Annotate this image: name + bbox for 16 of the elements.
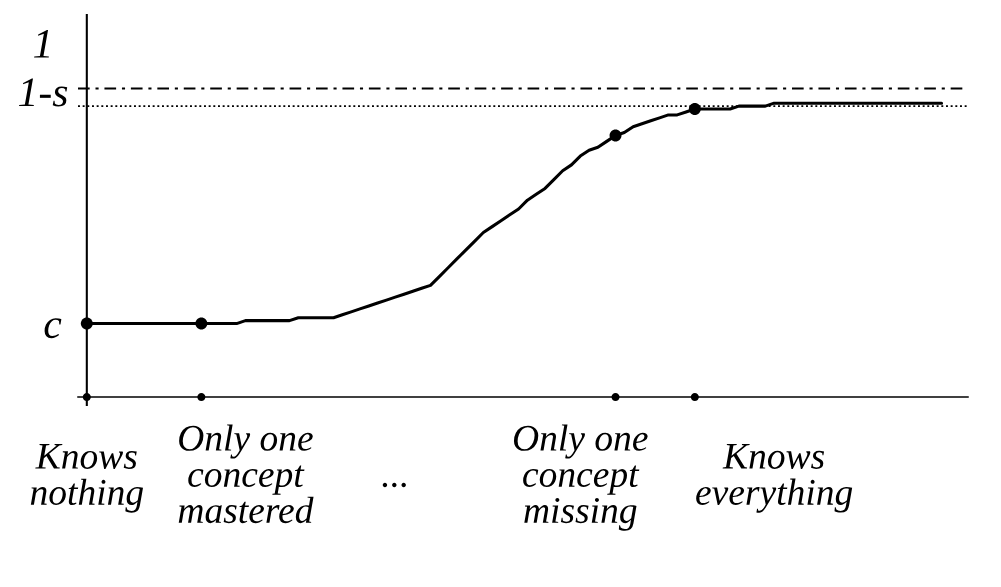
point	[690, 393, 699, 402]
annotation: c	[44, 318, 62, 339]
x-tick-label: ...	[382, 482, 406, 488]
point	[195, 317, 208, 330]
x-tick-label: Knows everything	[696, 443, 853, 513]
x-tick-label: Only one concept missing	[513, 424, 648, 531]
point	[197, 393, 206, 402]
ref-line-label: 1-s	[19, 78, 68, 107]
point	[609, 129, 622, 142]
point	[688, 103, 701, 116]
point	[611, 393, 620, 402]
ref-line-label: 1	[34, 30, 49, 58]
point	[80, 317, 93, 330]
x-tick-label: Knows nothing	[30, 444, 144, 513]
x-tick-label: Only one concept mastered	[178, 424, 314, 524]
point	[82, 393, 91, 402]
